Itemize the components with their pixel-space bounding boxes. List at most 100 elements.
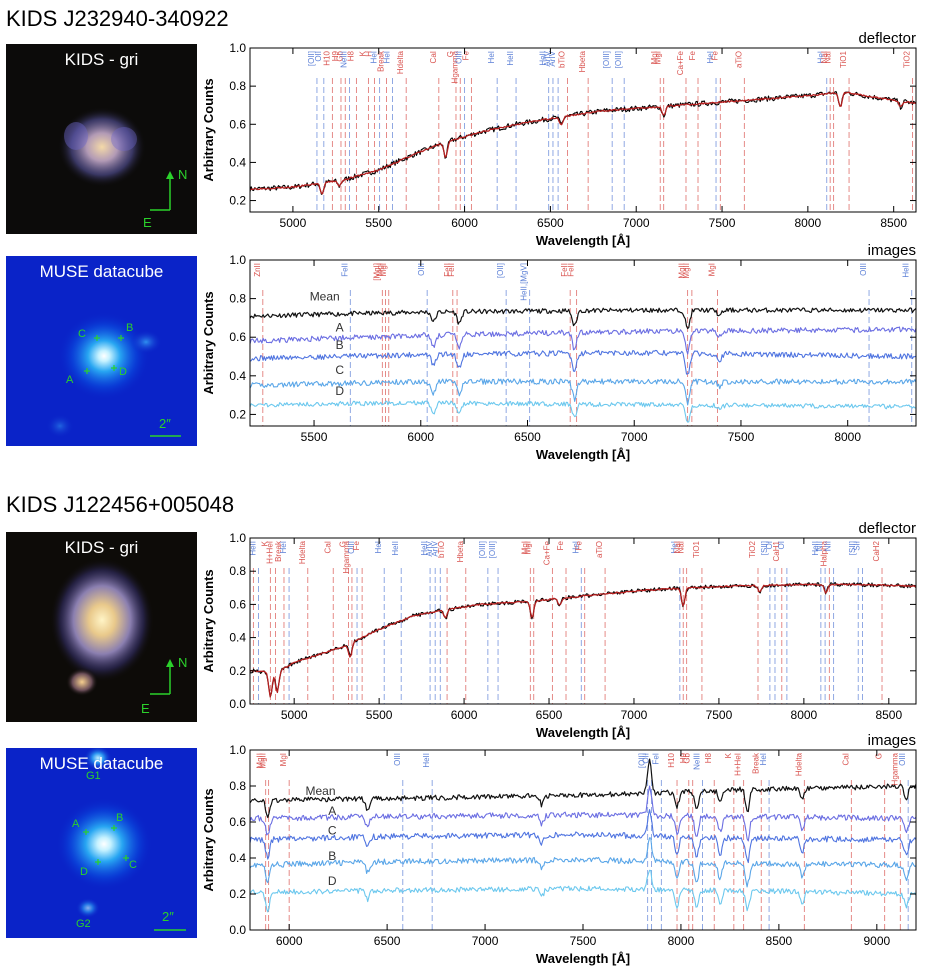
feature-label-22: ArIV <box>548 50 557 66</box>
series-mean <box>250 758 916 819</box>
series-group <box>250 581 916 698</box>
series-label-d: D <box>335 384 344 398</box>
feature-label-14: HeII <box>420 541 429 556</box>
marker-label-1-c: C <box>78 328 86 340</box>
marker-label-2-c: C <box>129 859 137 871</box>
feature-label-32: TiO2 <box>748 540 757 558</box>
feature-label-12: MgII <box>678 263 687 279</box>
feature-label-30: Fe <box>688 50 697 60</box>
feature-label-15: Hgamma <box>450 50 459 83</box>
feature-label-5: [OII] <box>638 753 647 768</box>
y-axis-label: Arbitrary Counts <box>201 569 216 672</box>
feature-label-27: aTiO <box>595 541 604 558</box>
feature-label-11: NeIII <box>692 753 701 770</box>
marker-label-1-b: B <box>126 322 134 334</box>
north-label-2: N <box>178 655 188 670</box>
x-tick-label-3: 6500 <box>537 216 564 230</box>
plot-frame <box>249 259 917 427</box>
feature-label-13: CaI <box>429 51 438 63</box>
feature-label-13: HeII <box>391 541 400 556</box>
series-label-c: C <box>328 824 337 838</box>
kids-image-2: KIDS - gri N E <box>6 532 197 722</box>
north-label-1: N <box>178 167 188 182</box>
feature-label-11: FeII <box>567 263 576 277</box>
feature-label-24: Hbeta <box>578 50 587 72</box>
series-label-a: A <box>328 804 336 818</box>
x-tick-label-4: 7500 <box>728 430 755 444</box>
marker-label-1-d: D <box>119 366 127 378</box>
feature-label-30: NaI <box>677 541 686 553</box>
series-group <box>250 91 916 195</box>
y-tick-label-0: 0.0 <box>229 697 246 711</box>
feature-label-8: H10 <box>667 752 676 767</box>
feature-label-14: MgI <box>707 263 716 276</box>
feature-label-2: MgI <box>279 753 288 766</box>
y-tick-label-2: 0.6 <box>229 330 246 344</box>
y-tick-label-1: 0.4 <box>229 369 246 383</box>
feature-label-25: [OIII] <box>602 51 611 68</box>
y-tick-label-0: 0.2 <box>229 407 246 421</box>
x-tick-label-0: 6000 <box>276 934 303 948</box>
feature-label-28: HeI <box>670 541 679 553</box>
x-tick-label-6: 9000 <box>863 934 890 948</box>
feature-label-33: [SII] <box>760 541 769 555</box>
feature-label-20: Hgamma <box>890 752 899 785</box>
series-d <box>250 400 916 423</box>
feature-label-11: Fe <box>352 540 361 550</box>
system-2-title: KIDS J122456+005048 <box>6 492 235 517</box>
feature-label-12: HeI <box>374 541 383 553</box>
feature-label-6: H8 <box>346 50 355 61</box>
feature-label-37: TiO1 <box>839 50 848 68</box>
muse-label-2: MUSE datacube <box>39 754 164 773</box>
y-tick-label-0: 0.2 <box>229 194 246 208</box>
feature-label-15: Break <box>751 752 760 774</box>
kids-label-2: KIDS - gri <box>64 538 139 557</box>
feature-label-14: G <box>446 51 455 57</box>
feature-label-21: ArIV <box>543 50 552 66</box>
feature-label-40: NII <box>824 541 833 551</box>
series-b <box>250 837 916 888</box>
feature-label-37: HeII <box>811 541 820 556</box>
x-tick-label-1: 6500 <box>374 934 401 948</box>
muse-image-1-render <box>46 312 181 438</box>
feature-label-31: TiO1 <box>692 540 701 558</box>
series-group <box>250 758 916 913</box>
feature-label-13: MgII <box>682 263 691 279</box>
y-tick-label-0: 0.0 <box>229 923 246 937</box>
feature-label-9: H9 <box>679 752 688 763</box>
feature-label-31: HeI <box>706 51 715 63</box>
x-tick-label-5: 8500 <box>766 934 793 948</box>
series-a <box>250 326 916 355</box>
x-tick-label-4: 7000 <box>623 216 650 230</box>
feature-label-12: Hdelta <box>396 50 405 74</box>
series-data <box>250 581 916 698</box>
series-label-b: B <box>336 338 344 352</box>
feature-label-20: [OIII] <box>488 541 497 558</box>
feature-label-16: HeII <box>902 263 911 278</box>
feature-label-2: K <box>260 540 269 546</box>
x-tick-label-6: 8000 <box>791 708 818 722</box>
x-tick-label-4: 8000 <box>668 934 695 948</box>
feature-label-0: ZnII <box>253 263 262 277</box>
feature-label-18: CaI <box>841 753 850 765</box>
feature-label-28: MgI <box>654 51 663 64</box>
series-c <box>250 378 916 406</box>
feature-label-3: H+HeI <box>265 541 274 564</box>
feature-label-16: ArIV <box>430 540 439 556</box>
x-tick-label-7: 8500 <box>875 708 902 722</box>
x-tick-label-2: 7000 <box>472 934 499 948</box>
feature-label-3: H9 <box>331 50 340 61</box>
muse-label-1: MUSE datacube <box>39 262 164 281</box>
x-axis-label: Wavelength [Å] <box>536 233 630 248</box>
y-tick-label-2: 0.6 <box>229 117 246 131</box>
y-tick-label-1: 0.4 <box>229 155 246 169</box>
feature-label-17: Hdelta <box>794 752 803 776</box>
feature-label-0: MgII <box>256 753 265 769</box>
x-tick-label-5: 8000 <box>834 430 861 444</box>
marker-label-2-g2: G2 <box>76 918 91 930</box>
kids-image-1-render <box>58 107 174 211</box>
feature-label-9: Hgamma <box>342 540 351 573</box>
